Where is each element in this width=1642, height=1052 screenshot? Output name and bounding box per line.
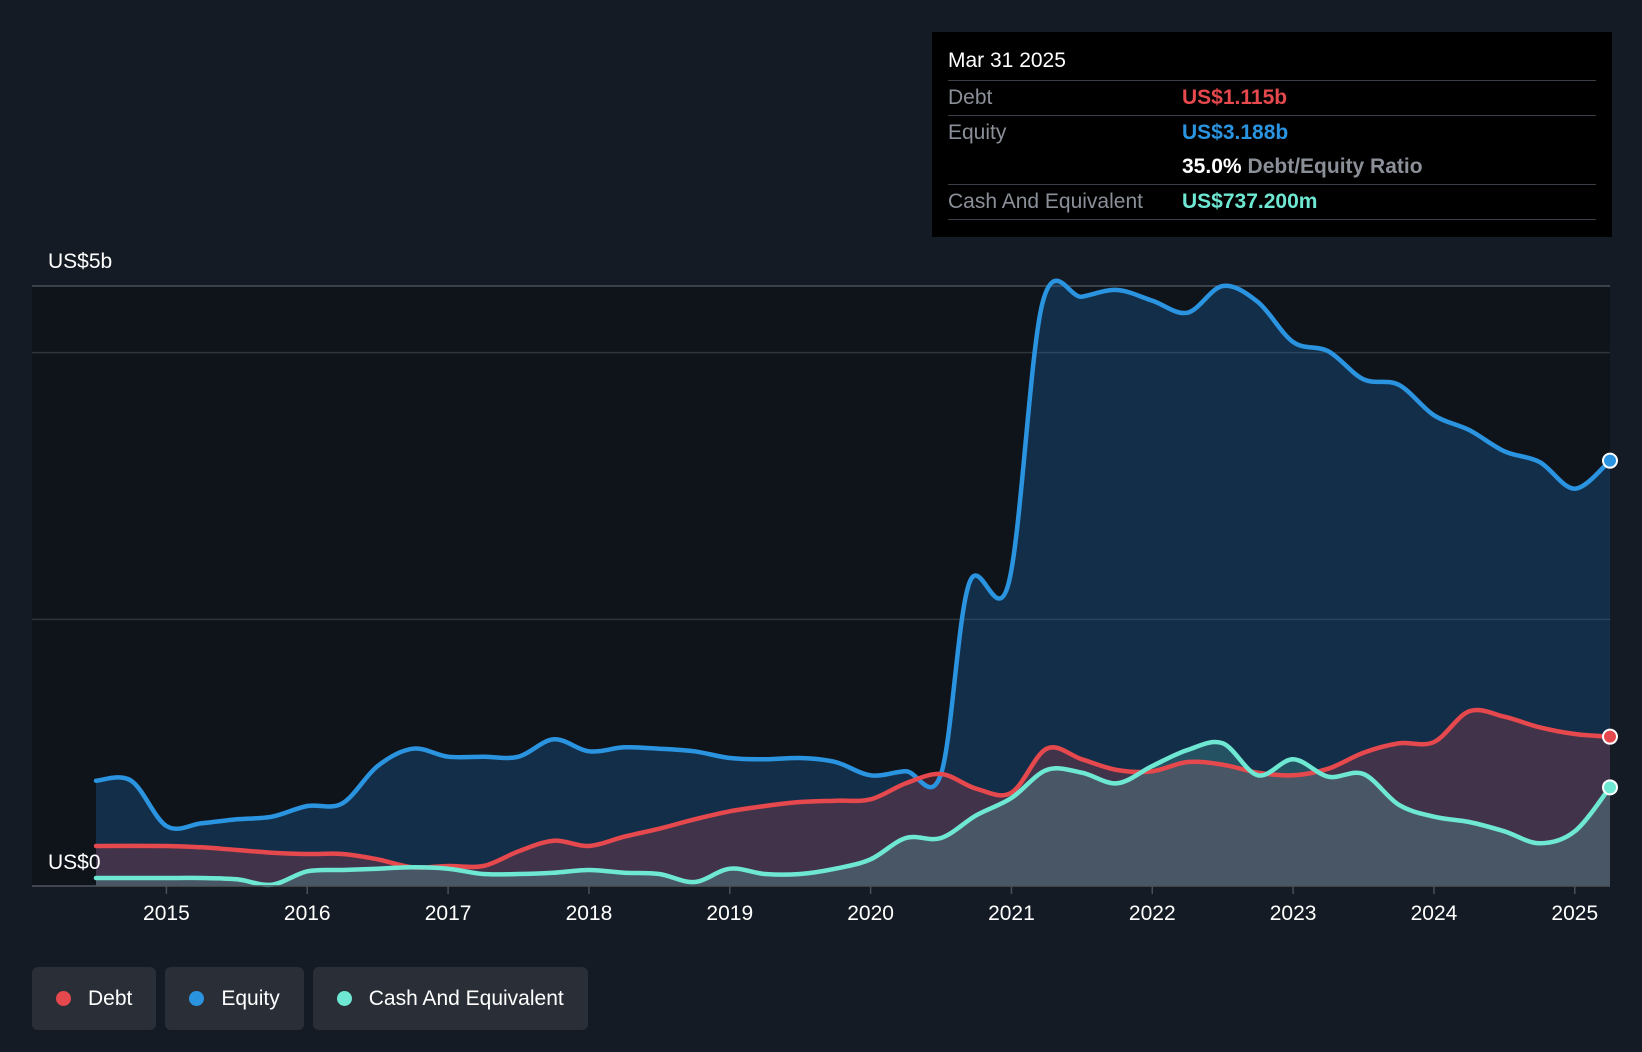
x-tick-label: 2024 <box>1411 902 1458 925</box>
x-tick-label: 2023 <box>1270 902 1317 925</box>
debt-dot-icon <box>56 991 71 1006</box>
tooltip-panel: Mar 31 2025 Debt US$1.115b Equity US$3.1… <box>932 32 1612 237</box>
x-tick-label: 2025 <box>1551 902 1598 925</box>
legend-item-debt[interactable]: Debt <box>32 967 157 1030</box>
debt-area <box>96 709 1610 886</box>
legend-debt-label: Debt <box>88 986 133 1010</box>
equity-dot-icon <box>189 991 205 1006</box>
cash-dot-icon <box>336 991 352 1006</box>
y-axis-bottom-label: US$0 <box>48 851 101 874</box>
tooltip-equity-label: Equity <box>948 121 1007 144</box>
series-lines <box>93 278 1613 888</box>
tooltip-equity-value: US$3.188b <box>1182 121 1289 144</box>
x-tick-label: 2016 <box>284 902 331 925</box>
tooltip-debt-row: Debt US$1.115b <box>948 80 1596 115</box>
tooltip-cash-value: US$737.200m <box>1182 190 1318 213</box>
legend-equity-label: Equity <box>221 986 280 1010</box>
x-tick-label: 2018 <box>566 902 613 925</box>
gridlines <box>32 285 1610 887</box>
tooltip-cash-label: Cash And Equivalent <box>948 190 1143 213</box>
y-axis-top-label: US$5b <box>48 250 113 273</box>
legend: Debt Equity Cash And Equivalent <box>32 967 588 1030</box>
debt-line <box>93 707 1613 870</box>
tooltip-ratio-label: Debt/Equity Ratio <box>1247 155 1423 178</box>
legend-item-cash[interactable]: Cash And Equivalent <box>312 967 588 1030</box>
x-tick-label: 2020 <box>847 902 894 925</box>
equity-area <box>96 280 1610 886</box>
tooltip-ratio-row: 35.0% Debt/Equity Ratio <box>948 150 1596 184</box>
cash-end-marker <box>1602 779 1618 796</box>
tooltip-equity-row: Equity US$3.188b <box>948 115 1596 150</box>
x-tick-label: 2021 <box>988 902 1035 925</box>
tooltip-ratio-value: 35.0% <box>1182 155 1242 178</box>
debt-end-marker <box>1602 728 1618 745</box>
x-tick-label: 2022 <box>1129 902 1176 925</box>
equity-line <box>93 278 1613 831</box>
tooltip-debt-value: US$1.115b <box>1182 86 1288 109</box>
series-areas <box>96 280 1610 886</box>
legend-cash-label: Cash And Equivalent <box>368 986 564 1010</box>
end-markers <box>1602 452 1618 796</box>
tooltip-date: Mar 31 2025 <box>948 49 1066 72</box>
tooltip-cash-row: Cash And Equivalent US$737.200m <box>948 184 1596 220</box>
equity-end-marker <box>1602 452 1618 469</box>
x-axis-ticks: 2015 2016 2017 2018 2019 2020 2021 2022 2023 2024… <box>32 885 1610 925</box>
tooltip-debt-label: Debt <box>948 86 993 109</box>
cash-area <box>96 742 1610 886</box>
plot-background <box>32 286 1610 886</box>
x-tick-label: 2019 <box>706 902 753 925</box>
x-tick-label: 2015 <box>143 902 190 925</box>
legend-item-equity[interactable]: Equity <box>165 967 304 1030</box>
cash-line <box>93 739 1613 888</box>
x-tick-label: 2017 <box>425 902 472 925</box>
